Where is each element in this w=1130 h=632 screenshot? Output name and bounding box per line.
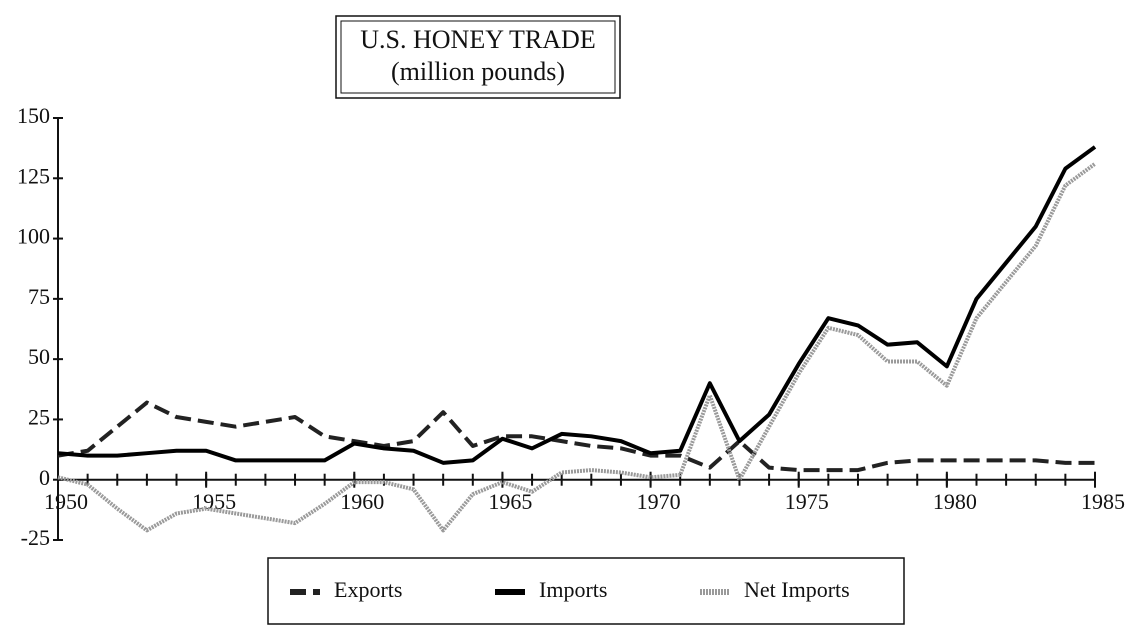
x-tick-label: 1965 [488,489,532,514]
series-line [57,145,1097,465]
y-tick-label: 25 [28,404,50,429]
y-tick-label: 75 [28,284,50,309]
x-tick-label: 1985 [1081,489,1125,514]
legend-box [267,557,905,625]
title-box [335,15,621,99]
x-tick-label: 1960 [340,489,384,514]
y-tick-label: 150 [17,103,50,128]
y-tick-label: 125 [17,163,50,188]
y-tick-label: 100 [17,224,50,249]
series-line [57,162,1097,533]
legend-label: Imports [539,577,607,602]
chart-title: U.S. HONEY TRADE [360,25,595,54]
title-box-inner [340,20,616,94]
series-line [57,400,1095,473]
legend-label: Net Imports [744,577,850,602]
x-tick-label: 1970 [637,489,681,514]
x-tick-label: 1950 [44,489,88,514]
x-tick-label: 1980 [933,489,977,514]
x-tick-label: 1975 [785,489,829,514]
y-tick-label: 0 [39,465,50,490]
y-tick-label: -25 [21,525,50,550]
y-tick-label: 50 [28,344,50,369]
chart-subtitle: (million pounds) [391,57,565,86]
legend-label: Exports [334,577,402,602]
